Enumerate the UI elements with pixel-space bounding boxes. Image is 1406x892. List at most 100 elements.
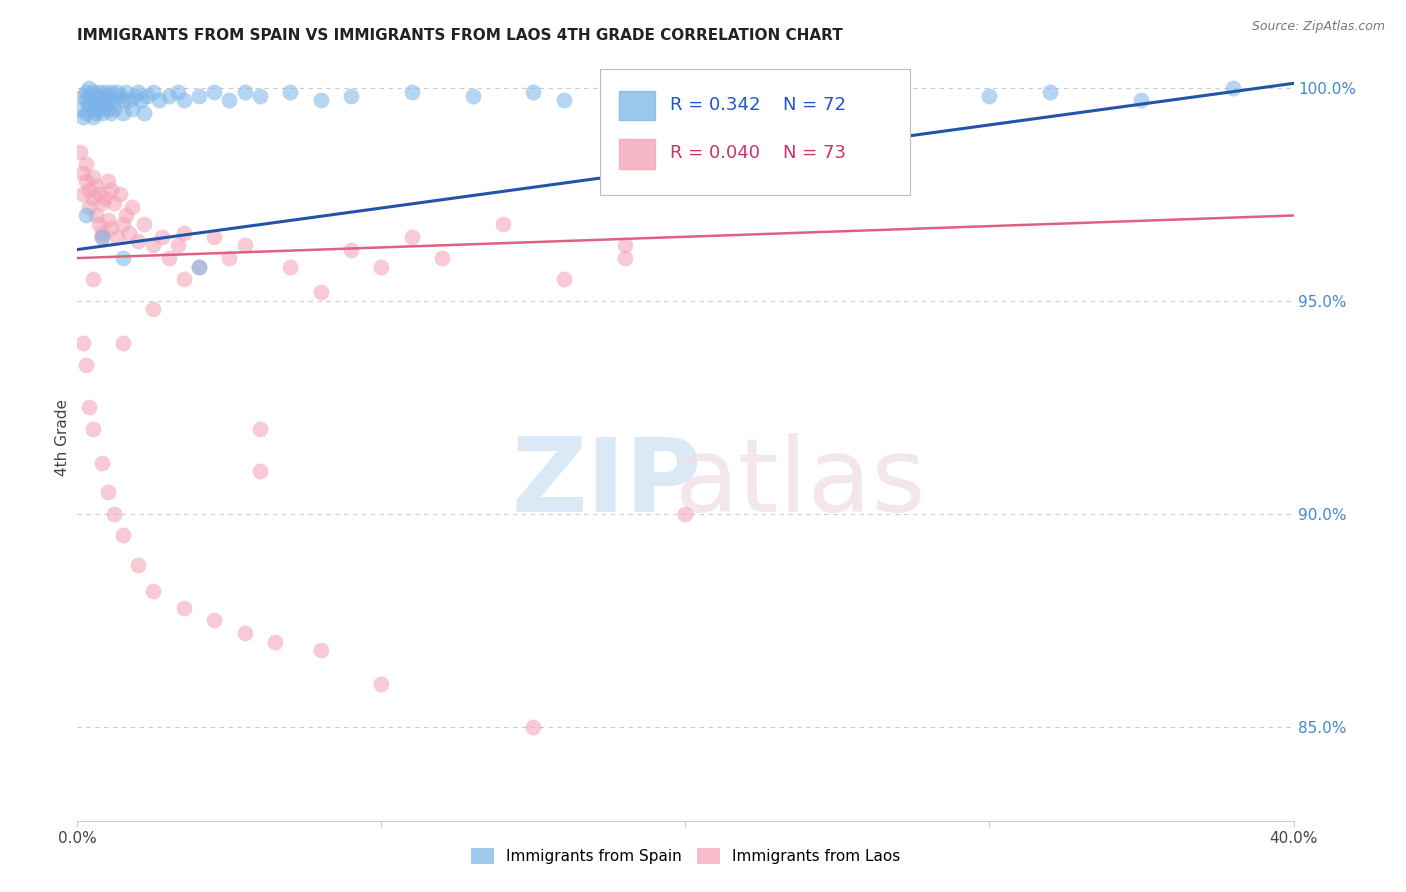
Point xyxy=(675,507,697,521)
Point xyxy=(173,94,195,108)
Point xyxy=(598,85,620,99)
Point xyxy=(115,85,138,99)
Point xyxy=(124,89,146,103)
Point xyxy=(103,195,125,210)
Point xyxy=(100,183,122,197)
Point xyxy=(79,89,101,103)
Point xyxy=(118,94,141,108)
Point xyxy=(105,85,128,99)
Point xyxy=(613,251,636,265)
Point xyxy=(121,102,143,116)
Point xyxy=(157,251,180,265)
Point xyxy=(188,89,211,103)
Point xyxy=(93,191,115,205)
Point xyxy=(309,643,332,657)
Point xyxy=(115,209,138,223)
Point xyxy=(90,89,112,103)
Point xyxy=(82,272,104,286)
Point xyxy=(111,106,134,120)
Point xyxy=(202,229,225,244)
Text: ZIP: ZIP xyxy=(512,433,702,533)
Point xyxy=(887,85,910,99)
Point xyxy=(553,272,575,286)
Point xyxy=(90,456,112,470)
Point xyxy=(79,183,101,197)
Point xyxy=(340,243,363,257)
Point xyxy=(370,260,392,274)
Point xyxy=(233,238,256,252)
Point xyxy=(97,94,120,108)
Text: R = 0.040: R = 0.040 xyxy=(669,145,759,162)
Point xyxy=(87,102,110,116)
Point xyxy=(69,145,91,159)
Point xyxy=(72,166,94,180)
Point xyxy=(1130,94,1153,108)
Point xyxy=(100,221,122,235)
Text: R = 0.342: R = 0.342 xyxy=(669,96,761,114)
Point xyxy=(173,226,195,240)
Point xyxy=(84,89,107,103)
Point xyxy=(121,200,143,214)
Point xyxy=(249,464,271,478)
Point xyxy=(79,200,101,214)
Point xyxy=(97,89,120,103)
Text: N = 72: N = 72 xyxy=(783,96,846,114)
Point xyxy=(979,89,1001,103)
Y-axis label: 4th Grade: 4th Grade xyxy=(55,399,70,475)
Point xyxy=(127,85,149,99)
Point xyxy=(522,85,544,99)
Point xyxy=(90,106,112,120)
Point xyxy=(111,336,134,351)
Point xyxy=(93,85,115,99)
Point xyxy=(90,229,112,244)
Point xyxy=(522,720,544,734)
Point xyxy=(79,80,101,95)
Point xyxy=(188,260,211,274)
Point xyxy=(430,251,453,265)
FancyBboxPatch shape xyxy=(600,69,911,195)
Point xyxy=(84,209,107,223)
Point xyxy=(79,97,101,112)
Text: Source: ZipAtlas.com: Source: ZipAtlas.com xyxy=(1251,20,1385,33)
Point xyxy=(108,187,131,202)
Point xyxy=(127,558,149,572)
Point xyxy=(461,89,484,103)
Point xyxy=(100,106,122,120)
Point xyxy=(218,94,240,108)
Text: atlas: atlas xyxy=(675,433,927,533)
Point xyxy=(148,94,170,108)
Point xyxy=(249,421,271,435)
Point xyxy=(553,94,575,108)
Point xyxy=(1039,85,1062,99)
Point xyxy=(100,85,122,99)
Point xyxy=(97,485,120,500)
Point xyxy=(173,272,195,286)
Point xyxy=(142,302,165,317)
Point xyxy=(370,677,392,691)
Point xyxy=(90,229,112,244)
Point xyxy=(87,85,110,99)
Point xyxy=(93,97,115,112)
Point xyxy=(152,229,174,244)
Point xyxy=(1222,80,1244,95)
Point xyxy=(75,174,97,188)
Point xyxy=(90,195,112,210)
Point xyxy=(75,85,97,99)
Bar xyxy=(619,139,655,169)
Point xyxy=(136,89,159,103)
Point xyxy=(82,111,104,125)
Point xyxy=(249,89,271,103)
Point xyxy=(72,187,94,202)
Point xyxy=(105,229,128,244)
Point xyxy=(142,238,165,252)
Point xyxy=(142,583,165,598)
Point xyxy=(827,94,849,108)
Point xyxy=(111,528,134,542)
Point xyxy=(278,260,301,274)
Point xyxy=(84,178,107,193)
Point xyxy=(75,358,97,372)
Point xyxy=(87,187,110,202)
Point xyxy=(97,174,120,188)
Point xyxy=(613,238,636,252)
Point xyxy=(401,85,423,99)
